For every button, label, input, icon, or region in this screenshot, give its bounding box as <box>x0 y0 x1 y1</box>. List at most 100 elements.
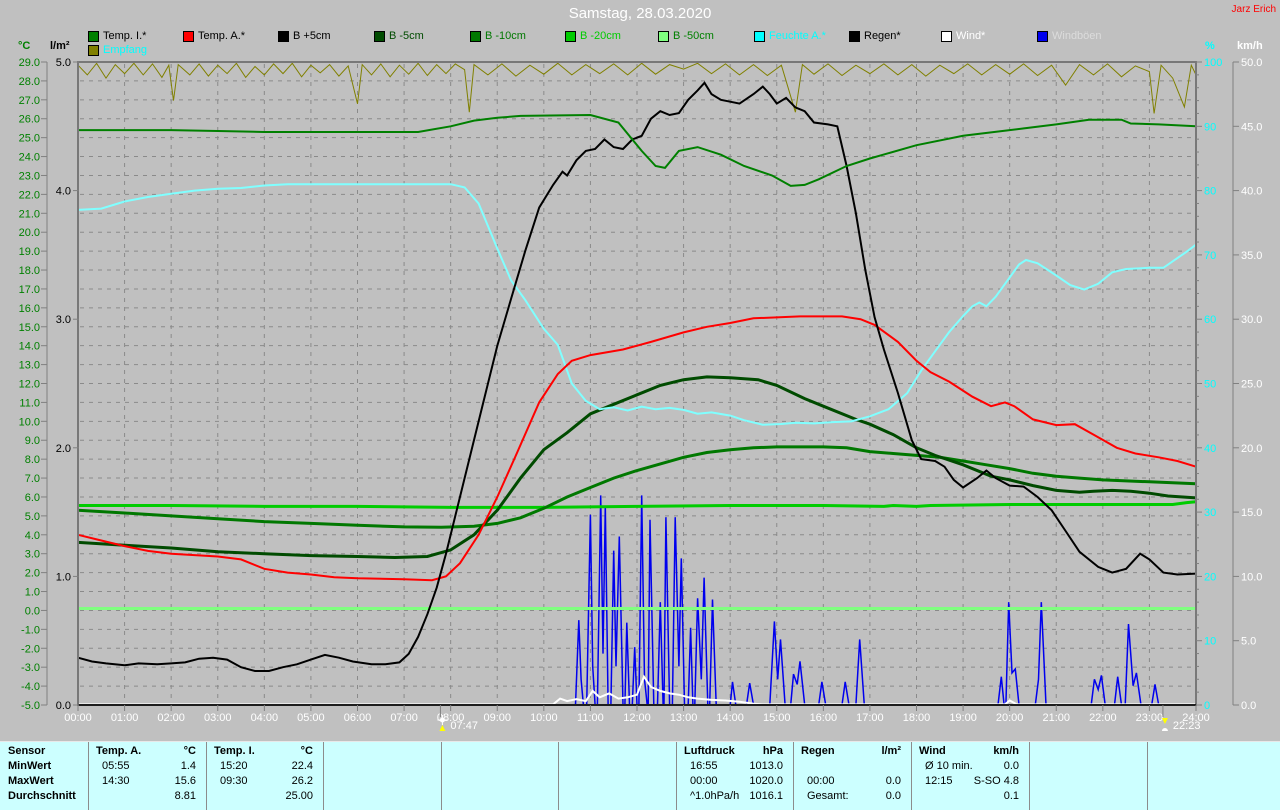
humidity-axis-label: 0 <box>1204 700 1210 712</box>
sunset-arrow-icon <box>1161 718 1168 724</box>
stat-cell-value: 1020.0 <box>749 775 783 787</box>
legend-color-swatch <box>754 31 765 42</box>
time-axis-label: 01:00 <box>111 712 139 724</box>
table-divider <box>558 742 559 810</box>
temp-axis-label: -2.0 <box>21 643 40 655</box>
stat-col-header: Wind <box>919 745 946 757</box>
legend-color-swatch <box>658 31 669 42</box>
humidity-axis-label: 70 <box>1204 250 1216 262</box>
temp-axis-label: 6.0 <box>25 492 40 504</box>
stat-cell-value: S-SO 4.8 <box>973 775 1019 787</box>
wind-axis-label: 10.0 <box>1241 571 1262 583</box>
time-axis-label: 11:00 <box>577 712 604 724</box>
stat-cell-value: 0.0 <box>1003 760 1019 772</box>
legend-item-windb-en: Windböen <box>1037 31 1102 42</box>
stat-cell-value: 1.4 <box>180 760 196 772</box>
sunrise-arrow-icon <box>439 725 446 731</box>
series-temp_a <box>77 315 1197 582</box>
series-temp_i <box>78 113 1197 187</box>
legend-color-swatch <box>88 31 99 42</box>
statistics-bar: Sensor MinWert MaxWert Durchschnitt Temp. A.… <box>0 741 1280 810</box>
time-axis-label: 24:00 <box>1182 712 1210 724</box>
humidity-axis-label: 80 <box>1204 186 1216 198</box>
legend-label: Empfang <box>103 44 148 56</box>
temp-axis-label: 23.0 <box>19 170 40 182</box>
time-axis-label: 13:00 <box>670 712 698 724</box>
legend-item-temp-i-: Temp. I.* <box>88 31 146 42</box>
stat-cell-time: 16:55 <box>690 760 718 772</box>
temp-axis-label: 24.0 <box>19 152 40 164</box>
temp-axis-label: 26.0 <box>19 114 40 126</box>
stat-cell-value: 26.2 <box>291 775 313 787</box>
stat-col-header: Temp. I. <box>214 745 255 757</box>
stat-cell-value: 0.0 <box>885 775 901 787</box>
stat-cell-value: 0.1 <box>1003 790 1019 802</box>
humidity-axis-label: 30 <box>1204 507 1216 519</box>
temp-axis-label: 12.0 <box>19 379 40 391</box>
temp-axis-label: -5.0 <box>21 700 40 712</box>
station-owner-label: Jarz Erich <box>1231 4 1276 15</box>
time-axis-label: 22:00 <box>1089 712 1117 724</box>
stat-cell-value: 8.81 <box>174 790 196 802</box>
legend-label: Temp. A.* <box>198 30 246 42</box>
legend-item-b-10cm: B -10cm <box>470 31 526 42</box>
axis-unit-humidity: % <box>1205 40 1215 52</box>
stat-col-unit: °C <box>183 745 196 757</box>
temp-axis-label: -1.0 <box>21 624 40 636</box>
time-axis-label: 06:00 <box>344 712 372 724</box>
stat-col-header: Temp. A. <box>96 745 142 757</box>
stat-cell-time: 09:30 <box>220 775 248 787</box>
stat-cell-value: 1016.1 <box>749 790 783 802</box>
table-divider <box>441 742 442 810</box>
axis-unit-rain: l/m² <box>50 40 70 52</box>
table-divider <box>793 742 794 810</box>
time-axis-label: 17:00 <box>856 712 884 724</box>
stat-col-header: Regen <box>801 745 835 757</box>
wind-axis-label: 0.0 <box>1241 700 1256 712</box>
legend-label: B -10cm <box>485 30 526 42</box>
series-b_m10 <box>77 445 1197 529</box>
table-divider <box>88 742 89 810</box>
temp-axis-label: 29.0 <box>19 57 40 69</box>
legend-color-swatch <box>849 31 860 42</box>
stat-cell-time: ^1.0hPa/h <box>690 790 740 802</box>
wind-axis-label: 5.0 <box>1241 636 1256 648</box>
temp-axis-label: 7.0 <box>25 473 40 485</box>
legend-label: Regen* <box>864 30 901 42</box>
series-empfang <box>77 62 1197 114</box>
temp-axis-label: 21.0 <box>19 208 40 220</box>
legend-item-wind-: Wind* <box>941 31 985 42</box>
time-axis-label: 02:00 <box>157 712 185 724</box>
stat-cell-time: 15:20 <box>220 760 248 772</box>
temp-axis-label: 8.0 <box>25 454 40 466</box>
temp-axis-label: 17.0 <box>19 284 40 296</box>
time-axis-label: 21:00 <box>1042 712 1070 724</box>
time-axis-label: 05:00 <box>297 712 325 724</box>
stat-col-header: Luftdruck <box>684 745 735 757</box>
legend-color-swatch <box>941 31 952 42</box>
table-divider <box>206 742 207 810</box>
temp-axis-label: 5.0 <box>25 511 40 523</box>
temp-axis-label: 9.0 <box>25 435 40 447</box>
wind-axis-label: 15.0 <box>1241 507 1262 519</box>
stat-col-unit: hPa <box>762 745 783 757</box>
stat-cell-time: 00:00 <box>690 775 718 787</box>
stat-cell-time: 05:55 <box>102 760 130 772</box>
temp-axis-label: 28.0 <box>19 76 40 88</box>
stat-cell-value: 25.00 <box>285 790 313 802</box>
legend-item-b-5cm: B -5cm <box>374 31 424 42</box>
legend-item-b-50cm: B -50cm <box>658 31 714 42</box>
wind-axis-label: 40.0 <box>1241 186 1262 198</box>
stat-cell-value: 0.0 <box>885 790 901 802</box>
temp-axis-label: 13.0 <box>19 360 40 372</box>
temp-axis-label: 20.0 <box>19 227 40 239</box>
rain-axis-label: 1.0 <box>56 571 71 583</box>
temp-axis-label: 15.0 <box>19 322 40 334</box>
temp-axis-label: 22.0 <box>19 189 40 201</box>
temp-axis-label: 1.0 <box>25 587 40 599</box>
stat-cell-value: 22.4 <box>291 760 313 772</box>
time-axis-label: 18:00 <box>903 712 931 724</box>
time-axis-label: 12:00 <box>623 712 651 724</box>
temp-axis-label: 11.0 <box>19 397 40 409</box>
